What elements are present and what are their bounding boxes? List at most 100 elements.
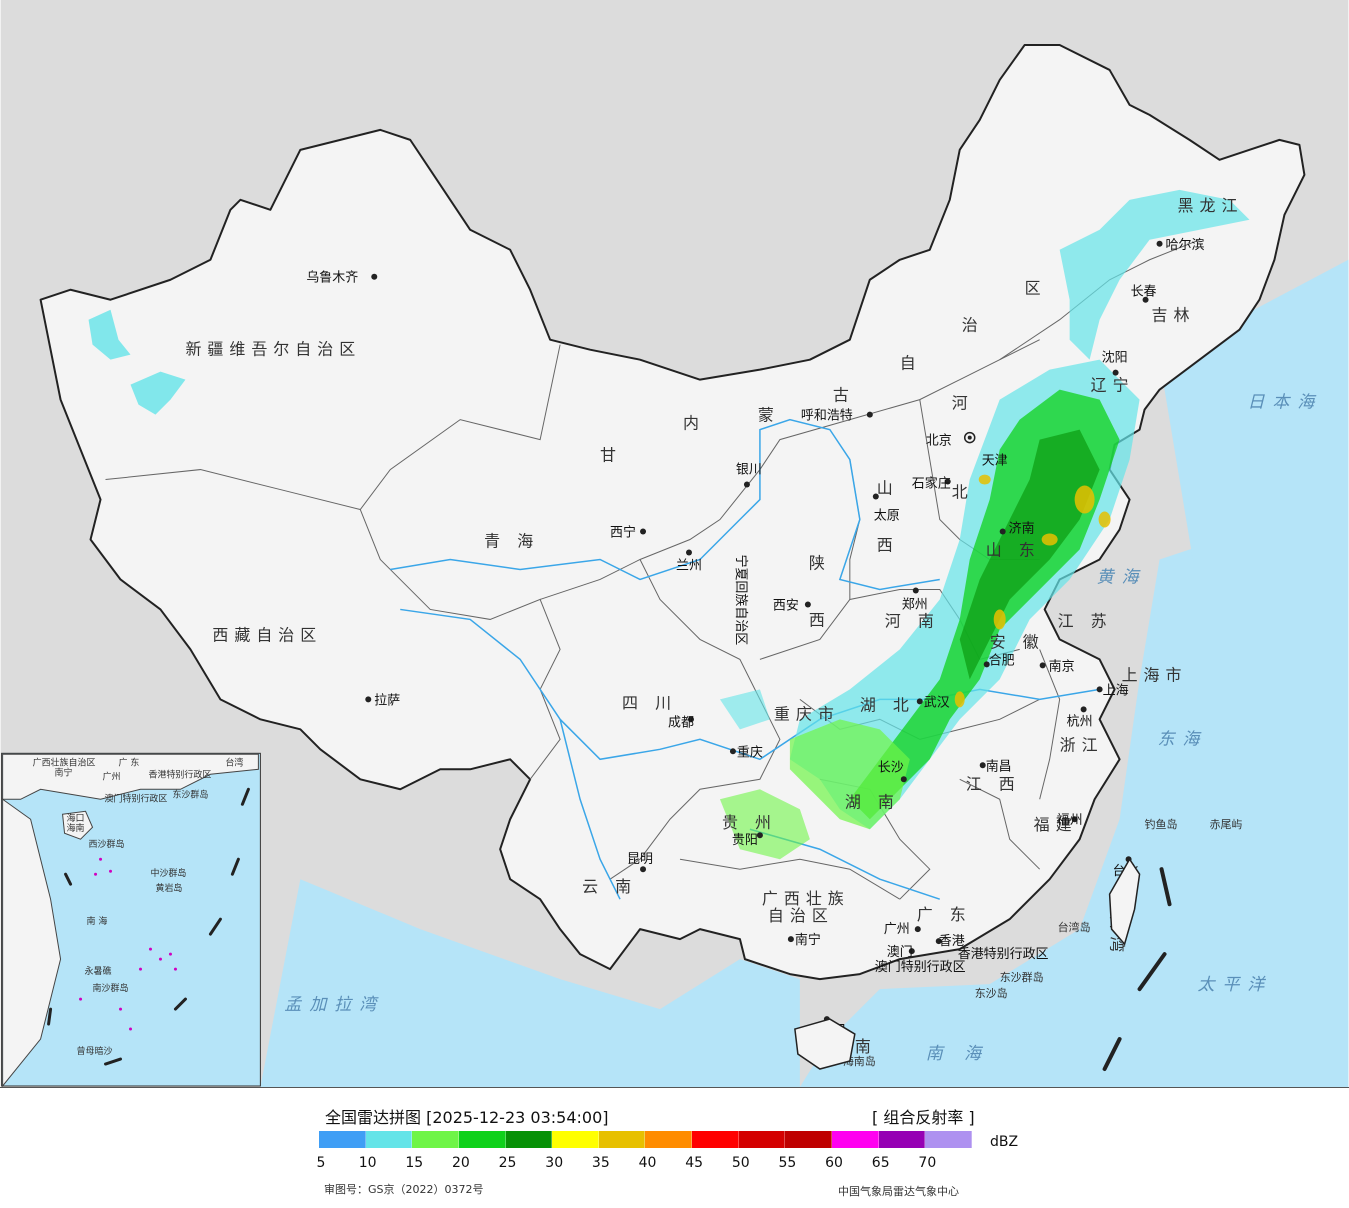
sea-label: 南 海: [926, 1044, 989, 1064]
scale-swatch: [925, 1131, 972, 1148]
province-label: 自: [900, 354, 922, 373]
city-label: 福州: [1057, 813, 1083, 828]
scale-swatch: [645, 1131, 693, 1148]
province-label: 江 苏: [1058, 611, 1113, 630]
island-label: 赤尾屿: [1210, 818, 1243, 831]
scale-tick-label: 40: [638, 1155, 657, 1171]
province-label: 西: [809, 610, 831, 629]
province-label: 河 南: [885, 611, 940, 630]
province-label: 湖 南: [845, 792, 900, 811]
city-label: 长春: [1131, 285, 1157, 300]
province-label: 内: [683, 414, 705, 433]
scale-tick-label: 10: [358, 1155, 377, 1171]
scale-tick-label: 50: [731, 1155, 750, 1171]
province-label: 新疆维吾尔自治区: [185, 340, 361, 359]
city-label: 长沙: [878, 760, 904, 775]
province-label: 福建: [1034, 815, 1078, 834]
scale-tick-label: 5: [316, 1155, 326, 1171]
inset-label: 澳门特别行政区: [105, 792, 168, 804]
city-label: 西宁: [610, 525, 636, 541]
echo-xinjiang-1: [88, 309, 131, 360]
product-name: [ 组合反射率 ]: [872, 1108, 975, 1127]
province-label: 香港特别行政区: [958, 947, 1049, 962]
province-label: 湖 北: [860, 695, 915, 714]
province-label: 贵 州: [722, 813, 777, 832]
city-markers: [365, 240, 1163, 1023]
city-label: 呼和浩特: [801, 409, 853, 424]
island-label: 钓鱼岛: [1145, 817, 1178, 831]
island-labels: 钓鱼岛 赤尾屿 台湾岛 东沙群岛 东沙岛 海南岛: [843, 817, 1243, 1068]
city-label: 南昌: [986, 758, 1012, 774]
south-sea-inset: 广西壮族自治区 南宁 广 东 广州 香港特别行政区 澳门特别行政区 台湾 东沙群…: [1, 752, 261, 1087]
city-label: 兰州: [676, 558, 702, 573]
inset-label: 香港特别行政区: [148, 768, 211, 780]
scale-tick-label: 25: [498, 1155, 517, 1171]
province-label: 陕: [809, 553, 831, 572]
scale-swatch: [412, 1131, 459, 1148]
city-label: 贵阳: [732, 833, 758, 848]
province-label: 天津: [982, 454, 1008, 469]
sea-label: 东海: [1158, 729, 1208, 749]
scale-swatch: [692, 1131, 739, 1148]
sea-area: [260, 259, 1349, 1087]
province-label: 重庆市: [774, 704, 840, 723]
province-label: 古: [833, 386, 855, 405]
approval-number: 审图号：GS京（2022）0372号: [324, 1183, 484, 1196]
unit-label: dBZ: [990, 1134, 1019, 1150]
radar-echoes: [88, 189, 1250, 860]
city-label: 西安: [773, 598, 799, 613]
inset-land: [2, 753, 259, 800]
scale-swatch: [598, 1131, 646, 1148]
scale-tick-label: 55: [778, 1155, 797, 1171]
sea-label: 日本海: [1247, 393, 1322, 413]
inset-label: 海南: [67, 822, 85, 834]
city-labels: 乌鲁木齐 拉萨 西宁 兰州 银川 呼和浩特 北京 石家庄 太原 西安 郑州 哈尔…: [306, 237, 1204, 1038]
scale-tick-label: 65: [871, 1155, 890, 1171]
province-label: 云 南: [582, 877, 637, 896]
province-label: 江 西: [966, 774, 1021, 793]
city-label: 南京: [1049, 658, 1075, 674]
echo-guizhou: [719, 789, 810, 860]
province-label: 上海市: [1122, 665, 1188, 684]
city-label: 石家庄: [912, 476, 951, 492]
city-label: 南宁: [795, 932, 821, 948]
province-label: 吉林: [1152, 306, 1196, 325]
inset-label: 东沙群岛: [172, 788, 208, 800]
inset-label: 广 东: [119, 756, 140, 768]
echo-sichuan: [719, 689, 770, 730]
inset-islands: [79, 857, 177, 1031]
scale-tick-label: 30: [545, 1155, 564, 1171]
legend-panel: 全国雷达拼图 [2025-12-23 03:54:00] [ 组合反射率 ] d…: [0, 1088, 1349, 1208]
scale-ticks: 5 10 15 20 25 30 35 40 45 50 55 60 65 70: [0, 1155, 1349, 1175]
scale-tick-label: 70: [918, 1155, 937, 1171]
province-labels: 新疆维吾尔自治区 西藏自治区 青 海 甘 内 蒙 古 自 治 区 黑龙江 吉林 …: [185, 196, 1237, 1056]
agency-name: 中国气象局雷达气象中心: [838, 1185, 959, 1198]
city-label: 沈阳: [1102, 351, 1128, 366]
province-label: 安 徽: [990, 632, 1045, 651]
sea-labels: 日本海 黄海 东海 太平洋 南 海 孟加拉湾: [284, 393, 1322, 1064]
inset-hainan: [62, 810, 94, 840]
province-label: 四 川: [622, 693, 677, 712]
inset-dashes: [47, 787, 250, 1066]
island-label: 东沙岛: [975, 986, 1008, 1000]
hainan-island: [794, 1018, 856, 1070]
city-label: 合肥: [989, 653, 1015, 668]
scale-swatch: [365, 1131, 413, 1148]
echo-northeast: [1059, 189, 1250, 360]
scale-swatch: [832, 1131, 879, 1148]
inset-label: 西沙群岛: [89, 838, 125, 850]
radar-map: 新疆维吾尔自治区 西藏自治区 青 海 甘 内 蒙 古 自 治 区 黑龙江 吉林 …: [0, 0, 1349, 1088]
city-label: 郑州: [902, 597, 928, 612]
city-label: 哈尔滨: [1166, 237, 1205, 253]
province-label: 甘: [600, 446, 622, 465]
inset-label: 广西壮族自治区: [33, 756, 96, 768]
province-label: 西: [877, 535, 899, 554]
province-label: 山 东: [986, 540, 1041, 559]
city-label: 澳门: [887, 944, 913, 960]
city-label: 香港: [939, 934, 965, 949]
city-label: 北京: [926, 434, 952, 449]
echo-hunan: [789, 719, 910, 830]
province-label: 浙江: [1060, 735, 1104, 754]
city-label: 成都: [668, 715, 694, 730]
inset-label: 中沙群岛: [150, 867, 186, 879]
